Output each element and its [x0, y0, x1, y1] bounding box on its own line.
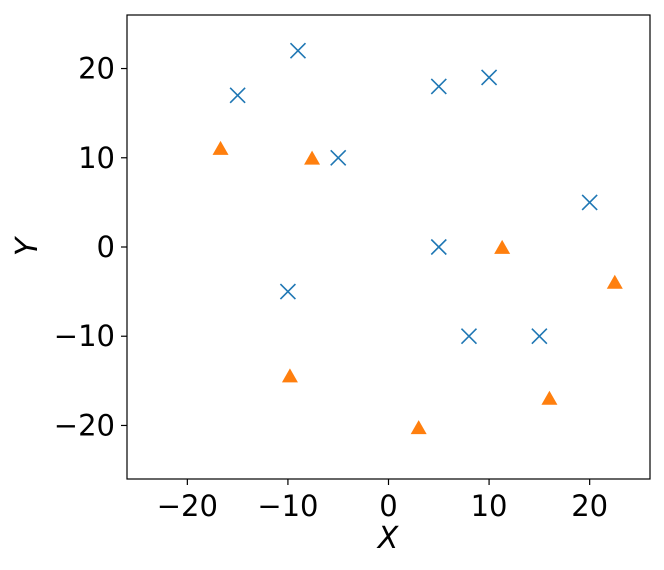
- x-tick-label: 10: [471, 489, 508, 523]
- plot-area: [126, 14, 651, 480]
- triangle-marker-point: [304, 150, 321, 165]
- triangle-marker-point: [494, 239, 511, 254]
- x-axis-label: X: [376, 521, 400, 556]
- x-marker-point: [430, 78, 447, 95]
- x-tick-label: 20: [571, 489, 608, 523]
- x-marker-point: [330, 149, 347, 166]
- x-marker-point: [229, 87, 246, 104]
- x-axis: −20 −10 0 10 20: [157, 479, 608, 523]
- x-marker-point: [430, 238, 447, 256]
- triangle-marker-point: [541, 390, 558, 405]
- x-marker-point: [279, 283, 296, 300]
- x-marker-point: [531, 328, 548, 345]
- y-tick-label: 20: [78, 52, 115, 86]
- x-marker-point: [581, 194, 598, 211]
- y-tick-label: −10: [54, 319, 115, 353]
- x-tick-label: −10: [257, 489, 318, 523]
- y-tick-label: −20: [54, 408, 115, 442]
- x-marker-point: [289, 42, 307, 59]
- y-axis: −20 −10 0 10 20: [54, 52, 127, 442]
- triangle-marker-point: [281, 368, 298, 383]
- triangle-marker-point: [606, 274, 623, 289]
- x-marker-point: [481, 69, 498, 86]
- y-tick-label: 0: [97, 230, 115, 264]
- x-marker-point: [460, 328, 478, 345]
- y-axis-label: Y: [10, 235, 45, 256]
- data-points: [212, 42, 623, 435]
- x-tick-label: 0: [379, 489, 397, 523]
- x-tick-label: −20: [157, 489, 218, 523]
- y-tick-label: 10: [78, 141, 115, 175]
- triangle-marker-point: [212, 140, 229, 155]
- triangle-marker-point: [410, 420, 427, 435]
